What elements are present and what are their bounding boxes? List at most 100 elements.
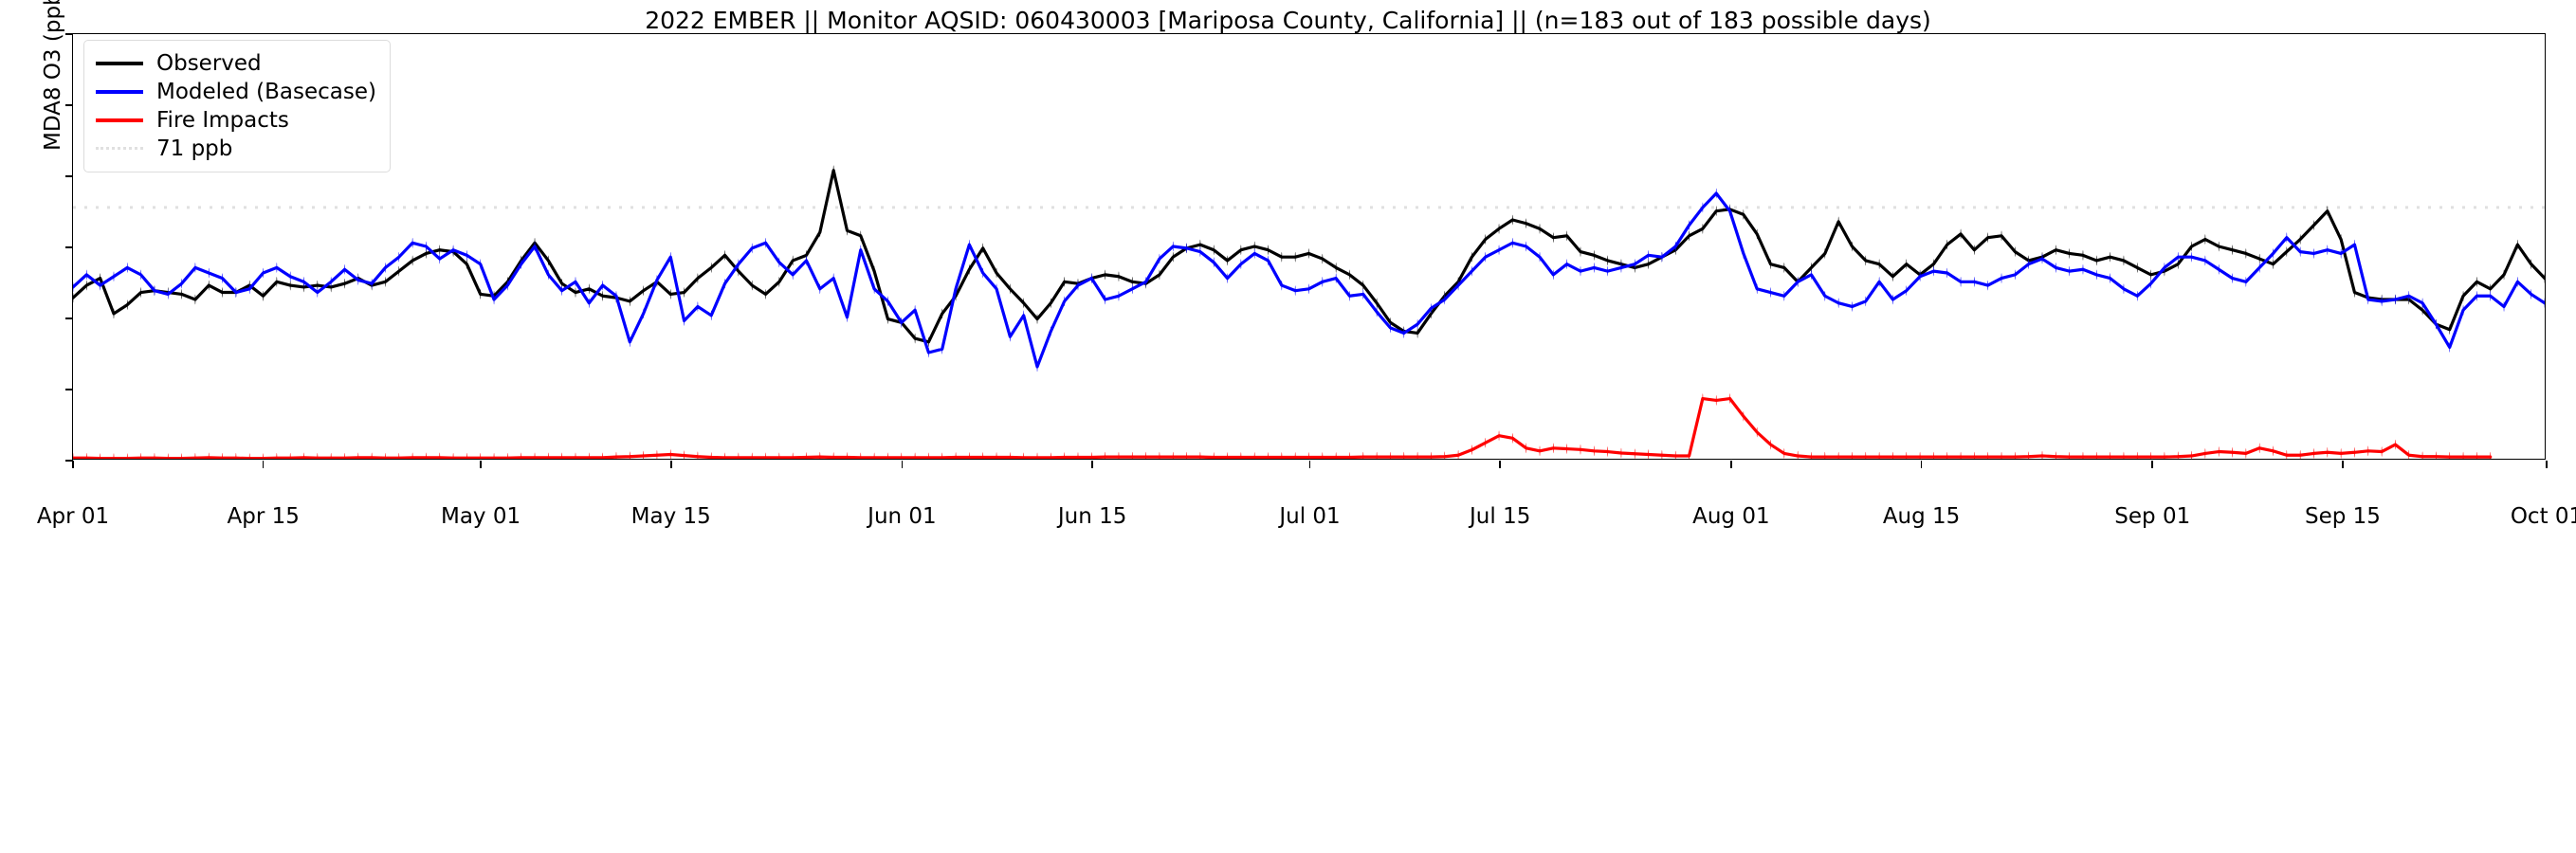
- data-point: [2177, 451, 2179, 459]
- data-point: [1811, 263, 1812, 273]
- data-point: [928, 336, 929, 348]
- data-point: [2286, 232, 2288, 244]
- data-point: [2408, 290, 2410, 301]
- data-point: [2245, 248, 2247, 259]
- data-point: [1593, 445, 1595, 457]
- data-point: [2273, 259, 2274, 270]
- data-point: [126, 453, 128, 459]
- data-point: [2150, 269, 2151, 281]
- data-point: [1485, 234, 1487, 245]
- data-point: [602, 452, 604, 459]
- series-line: [73, 399, 2491, 459]
- data-point: [222, 273, 223, 283]
- data-point: [276, 452, 278, 459]
- data-point: [1648, 249, 1649, 261]
- data-point: [2381, 446, 2383, 457]
- data-point: [2055, 245, 2056, 256]
- data-point: [1064, 296, 1066, 307]
- data-point: [1118, 290, 1120, 301]
- data-point: [710, 310, 712, 321]
- data-point: [1199, 239, 1201, 250]
- data-point: [1186, 451, 1187, 459]
- data-point: [2082, 249, 2084, 261]
- data-point: [1674, 241, 1676, 252]
- data-point: [2436, 318, 2437, 330]
- data-point: [1227, 273, 1228, 283]
- data-point: [2001, 273, 2002, 283]
- data-point: [1077, 452, 1079, 459]
- data-point: [1729, 206, 1730, 217]
- y-tick-mark: [65, 389, 73, 390]
- data-point: [2313, 248, 2314, 259]
- legend-item-label: Modeled (Basecase): [156, 79, 376, 104]
- data-point: [452, 452, 454, 459]
- data-point: [1674, 450, 1676, 459]
- legend-item-label: Observed: [156, 50, 262, 76]
- data-point: [493, 294, 495, 305]
- data-point: [2123, 451, 2125, 459]
- data-point: [1444, 451, 1446, 459]
- data-point: [1009, 452, 1011, 459]
- data-point: [534, 241, 536, 252]
- data-point: [466, 452, 467, 459]
- data-point: [1648, 449, 1649, 459]
- data-point: [1294, 251, 1296, 263]
- data-point: [1362, 451, 1364, 459]
- data-point: [2095, 255, 2097, 266]
- data-point: [1253, 452, 1255, 459]
- y-tick-mark: [65, 33, 73, 35]
- legend-swatch-icon: [96, 138, 143, 159]
- data-point: [1837, 216, 1839, 227]
- x-tick-mark: [480, 461, 482, 468]
- data-point: [1892, 294, 1893, 305]
- legend-item[interactable]: 71 ppb: [96, 135, 376, 163]
- data-point: [2503, 301, 2505, 312]
- data-point: [507, 280, 508, 291]
- data-point: [2340, 248, 2342, 259]
- legend-item-label: 71 ppb: [156, 136, 233, 161]
- data-point: [426, 241, 427, 252]
- data-point: [480, 289, 482, 299]
- data-point: [2136, 451, 2138, 459]
- data-point: [2095, 269, 2097, 281]
- data-point: [317, 452, 319, 459]
- data-point: [751, 452, 753, 459]
- data-point: [126, 299, 128, 310]
- data-point: [1906, 451, 1908, 459]
- data-point: [1906, 259, 1908, 270]
- data-point: [914, 304, 916, 316]
- data-point: [85, 452, 87, 459]
- data-point: [411, 452, 413, 459]
- data-point: [2041, 253, 2043, 264]
- data-point: [2204, 448, 2206, 459]
- data-point: [167, 453, 169, 459]
- data-point: [697, 301, 699, 312]
- data-point: [181, 453, 182, 459]
- data-point: [411, 237, 413, 248]
- legend-item[interactable]: Observed: [96, 49, 376, 78]
- data-point: [2354, 287, 2355, 298]
- data-point: [724, 278, 725, 289]
- data-point: [2218, 446, 2220, 457]
- data-point: [1390, 451, 1391, 459]
- x-tick-mark: [1920, 461, 1923, 468]
- data-point: [113, 308, 115, 319]
- data-point: [914, 333, 916, 344]
- data-point: [1050, 326, 1051, 336]
- data-point: [1322, 452, 1324, 459]
- data-point: [371, 452, 373, 459]
- chart-legend: Observed Modeled (Basecase) Fire Impacts 71…: [83, 40, 391, 172]
- legend-item[interactable]: Modeled (Basecase): [96, 78, 376, 106]
- data-point: [1539, 251, 1541, 263]
- data-point: [303, 452, 304, 459]
- data-point: [1349, 290, 1350, 301]
- data-point: [439, 245, 441, 256]
- data-point: [575, 452, 576, 459]
- data-point: [941, 452, 943, 459]
- data-point: [1498, 223, 1500, 234]
- data-point: [2014, 246, 2016, 257]
- data-point: [1308, 283, 1309, 295]
- legend-item[interactable]: Fire Impacts: [96, 106, 376, 135]
- data-point: [1322, 253, 1324, 264]
